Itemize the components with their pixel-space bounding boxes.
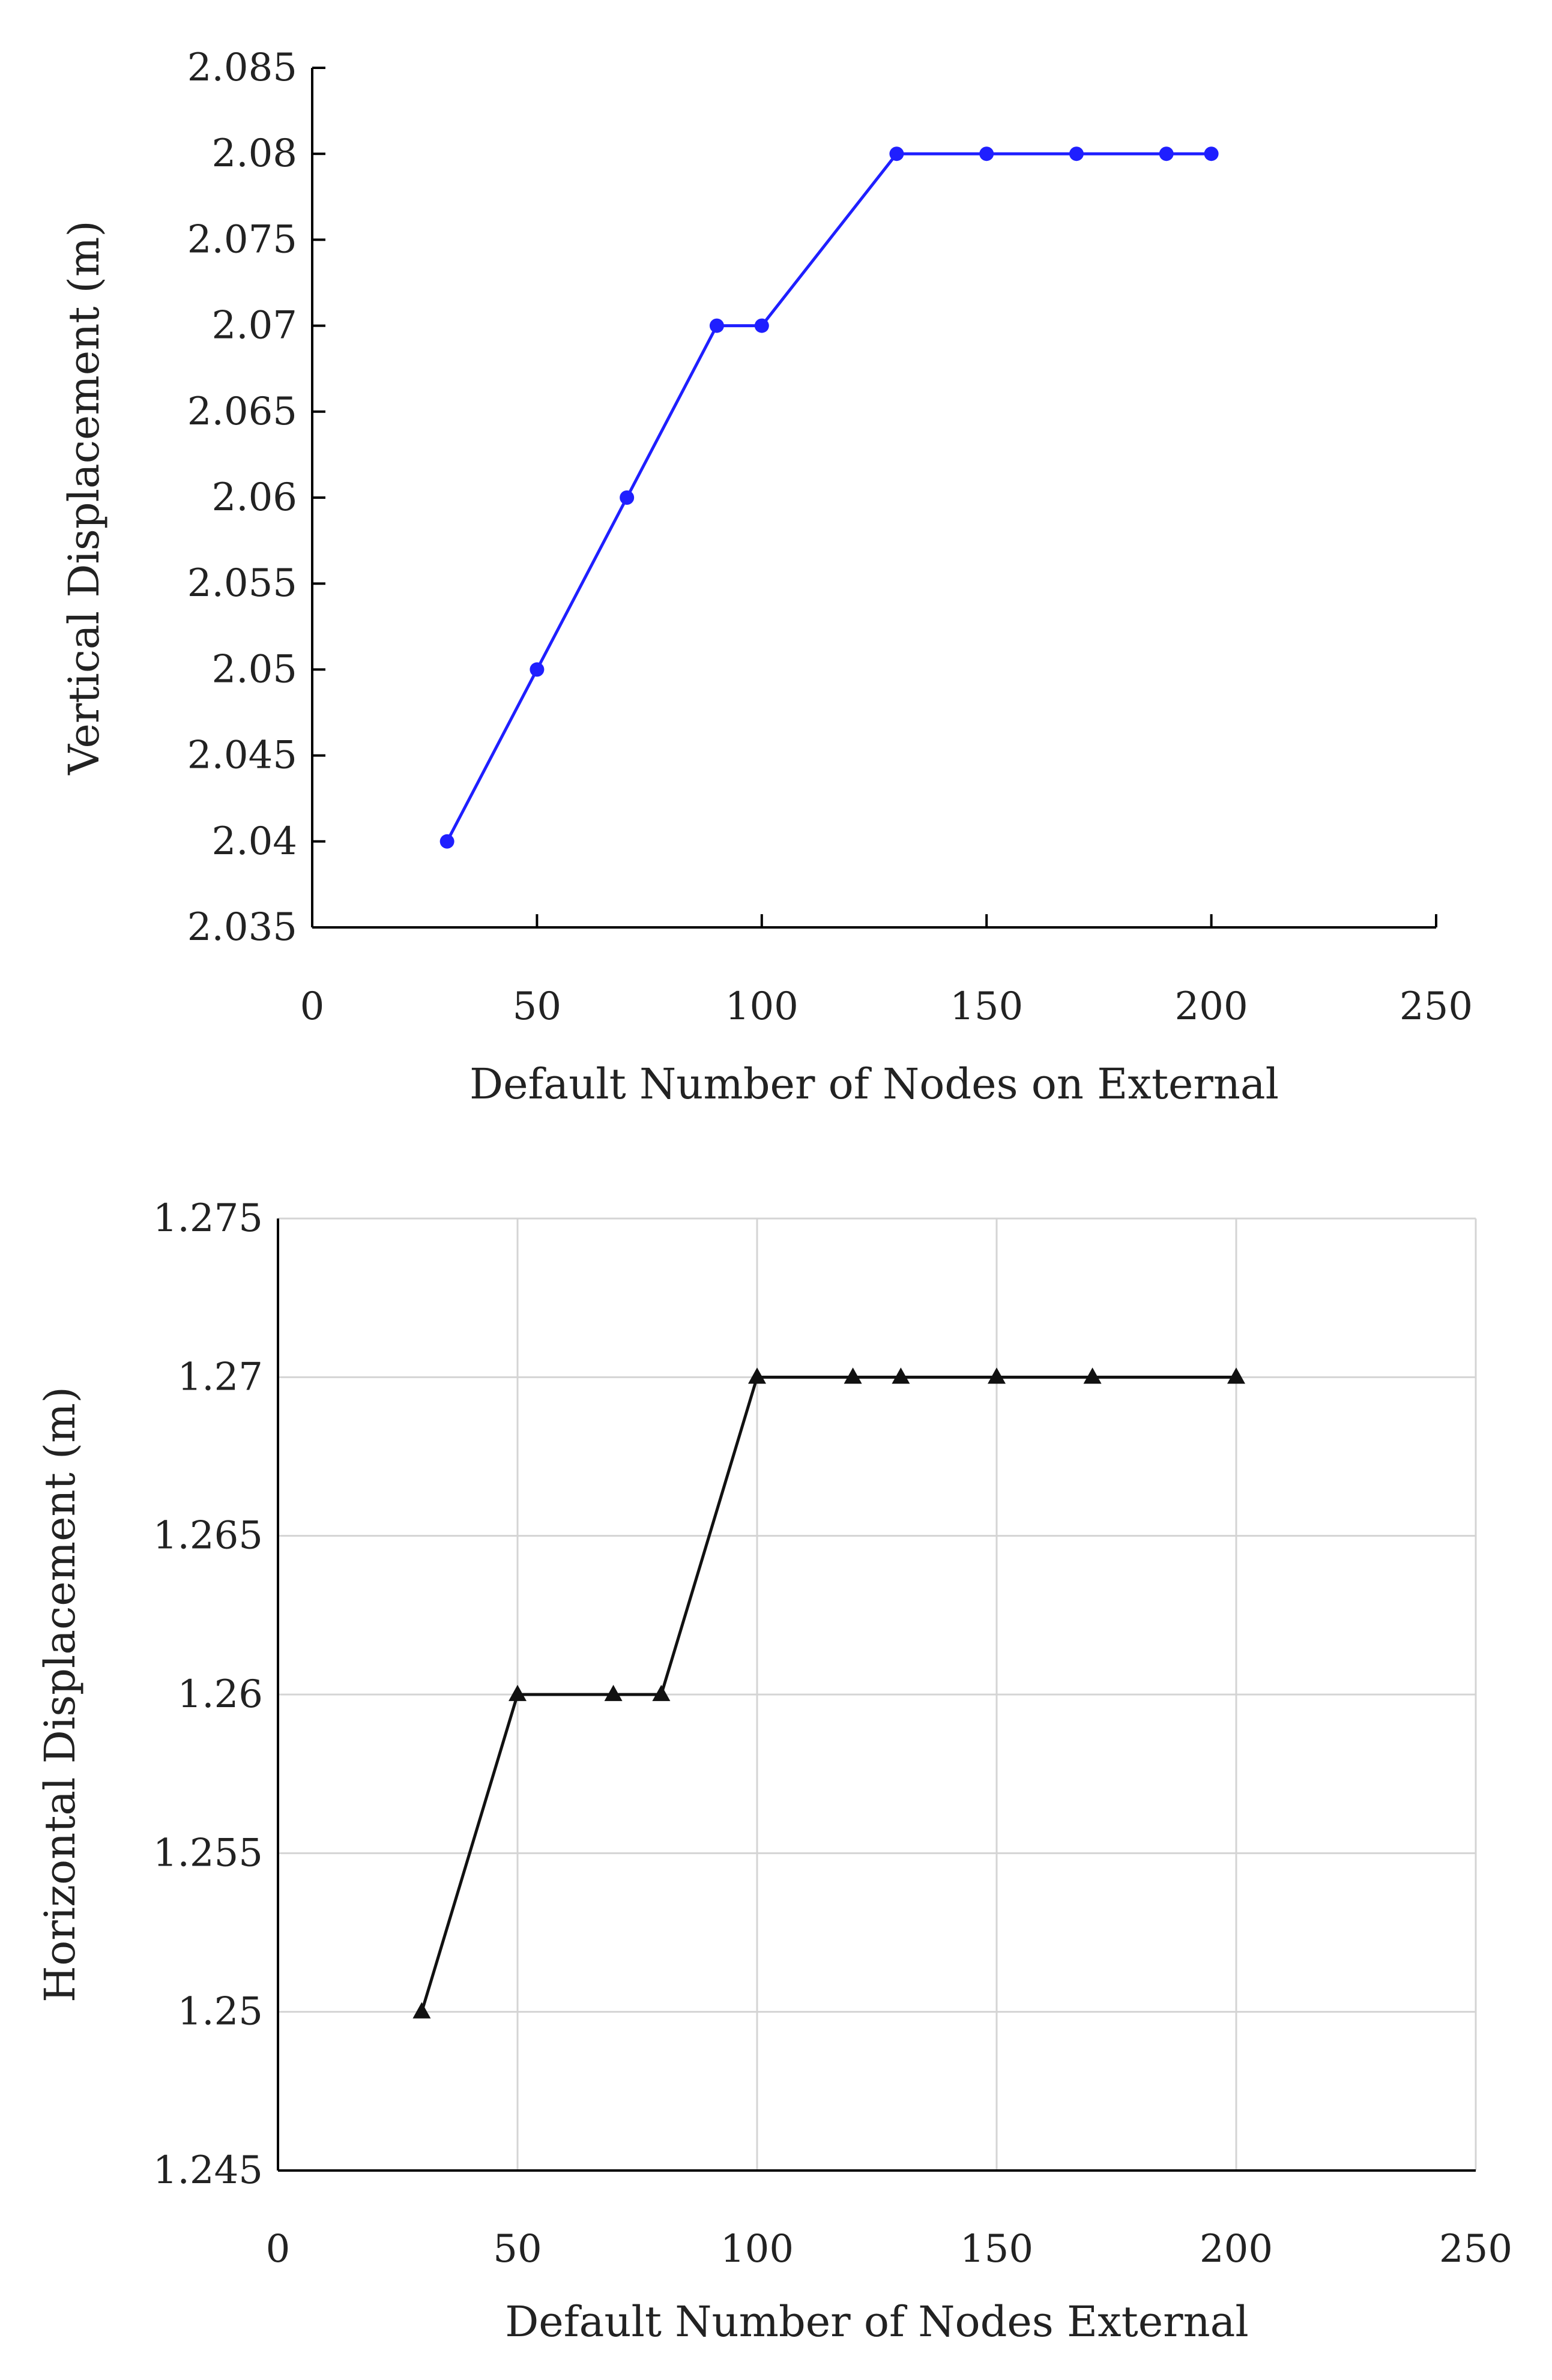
x-tick-label: 50	[513, 984, 561, 1029]
y-tick-label: 1.275	[153, 1196, 263, 1241]
y-tick-label: 2.055	[187, 561, 297, 606]
data-point	[439, 834, 454, 849]
x-tick-label: 150	[950, 984, 1023, 1029]
y-tick-label: 1.27	[178, 1355, 264, 1399]
x-tick-label: 250	[1400, 984, 1473, 1029]
data-point	[1069, 146, 1084, 161]
y-tick-label: 1.25	[178, 1990, 264, 2034]
y-axis-title: Horizontal Displacement (m)	[35, 1387, 85, 2002]
y-axis-title: Vertical Displacement (m)	[59, 220, 109, 775]
data-point	[754, 318, 769, 333]
data-point	[1204, 146, 1219, 161]
data-point	[748, 1367, 766, 1384]
data-point	[1159, 146, 1174, 161]
data-point	[988, 1367, 1006, 1384]
x-tick-label: 100	[725, 984, 799, 1029]
data-point	[709, 318, 724, 333]
x-axis-title: Default Number of Nodes on External	[470, 1059, 1279, 1109]
data-point	[892, 1367, 910, 1384]
data-point	[509, 1684, 527, 1701]
y-tick-label: 2.04	[212, 819, 298, 864]
x-tick-label: 200	[1200, 2227, 1273, 2271]
x-tick-label: 250	[1439, 2227, 1512, 2271]
y-tick-label: 2.05	[212, 647, 298, 691]
data-point	[1083, 1367, 1102, 1384]
data-point	[604, 1684, 623, 1701]
data-point	[1227, 1367, 1245, 1384]
x-tick-label: 200	[1175, 984, 1248, 1029]
horizontal-chart: 1.245 1.25 1.255 1.26 1.265 1.27 1.275 0 50 100 15…	[35, 1196, 1512, 2346]
data-point	[979, 146, 994, 161]
x-tick-label: 0	[266, 2227, 291, 2271]
x-axis-title: Default Number of Nodes External	[505, 2297, 1249, 2346]
vertical-chart: 2.035 2.04 2.045 2.05 2.055 2.06 2.065 2.07 2.07…	[59, 46, 1473, 1109]
y-tick-label: 2.085	[187, 46, 297, 90]
y-tick-label: 1.26	[178, 1672, 264, 1717]
y-tick-label: 1.265	[153, 1514, 263, 1558]
y-tick-label: 2.06	[212, 475, 298, 520]
data-point	[530, 662, 545, 677]
x-tick-label: 100	[720, 2227, 794, 2271]
y-tick-label: 2.035	[187, 905, 297, 950]
y-tick-label: 2.07	[212, 304, 298, 348]
data-point	[412, 2002, 431, 2019]
x-tick-label: 150	[960, 2227, 1033, 2271]
series-line	[445, 152, 1212, 842]
data-point	[652, 1684, 671, 1701]
y-tick-label: 2.075	[187, 217, 297, 262]
y-tick-label: 1.255	[153, 1831, 263, 1875]
series-line	[420, 1375, 1236, 2013]
data-point	[889, 146, 904, 161]
x-tick-label: 50	[493, 2227, 542, 2271]
x-tick-label: 0	[300, 984, 325, 1029]
data-point	[844, 1367, 862, 1384]
y-tick-label: 1.245	[153, 2148, 263, 2193]
data-point	[620, 490, 635, 505]
y-tick-label: 2.045	[187, 734, 297, 778]
y-tick-label: 2.065	[187, 390, 297, 434]
y-tick-label: 2.08	[212, 131, 298, 176]
